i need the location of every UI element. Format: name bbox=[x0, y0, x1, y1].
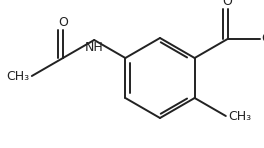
Text: O: O bbox=[58, 16, 68, 29]
Text: CH₃: CH₃ bbox=[7, 70, 30, 82]
Text: CH₃: CH₃ bbox=[228, 110, 251, 123]
Text: NH: NH bbox=[85, 41, 103, 54]
Text: OH: OH bbox=[262, 33, 264, 45]
Text: O: O bbox=[223, 0, 233, 8]
